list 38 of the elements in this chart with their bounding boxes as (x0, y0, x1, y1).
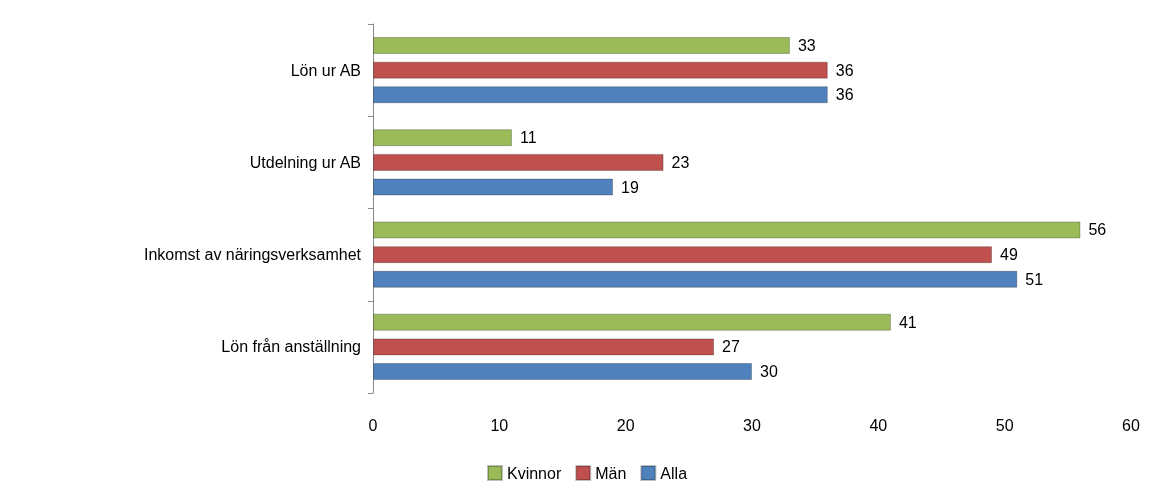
legend-label: Män (595, 464, 627, 482)
data-label: 51 (1025, 270, 1044, 288)
bar (373, 270, 1018, 288)
legend-label: Kvinnor (506, 464, 562, 482)
x-tick-label: 50 (995, 416, 1014, 434)
bar (373, 86, 828, 104)
x-tick-label: 40 (869, 416, 888, 434)
bar (373, 313, 891, 331)
bar (373, 61, 828, 79)
data-label: 11 (519, 129, 537, 147)
bar (373, 129, 512, 147)
data-label: 36 (835, 86, 854, 104)
data-label: 27 (722, 338, 740, 356)
legend-label: Alla (660, 464, 688, 482)
bar (373, 338, 715, 356)
y-tick-label: Inkomst av näringsverksamhet (144, 246, 362, 264)
data-label: 49 (1000, 246, 1018, 264)
data-label: 23 (671, 153, 690, 171)
bar (373, 221, 1081, 239)
data-label: 36 (835, 61, 854, 79)
data-label: 33 (797, 36, 816, 54)
data-label: 41 (898, 313, 917, 331)
bar (373, 246, 993, 264)
x-tick-label: 0 (368, 416, 378, 434)
y-tick-label: Lön från anställning (221, 338, 361, 356)
x-tick-label: 60 (1122, 416, 1140, 434)
data-label: 19 (621, 178, 639, 196)
y-tick-label: Utdelning ur AB (249, 153, 361, 171)
data-label: 56 (1088, 221, 1107, 239)
bar (373, 363, 752, 381)
y-tick-label: Lön ur AB (290, 61, 361, 79)
bar (373, 178, 614, 196)
bar (373, 36, 790, 54)
bar (373, 153, 664, 171)
x-tick-label: 20 (616, 416, 635, 434)
data-label: 30 (760, 363, 778, 381)
x-tick-label: 30 (743, 416, 761, 434)
x-tick-label: 10 (490, 416, 509, 434)
